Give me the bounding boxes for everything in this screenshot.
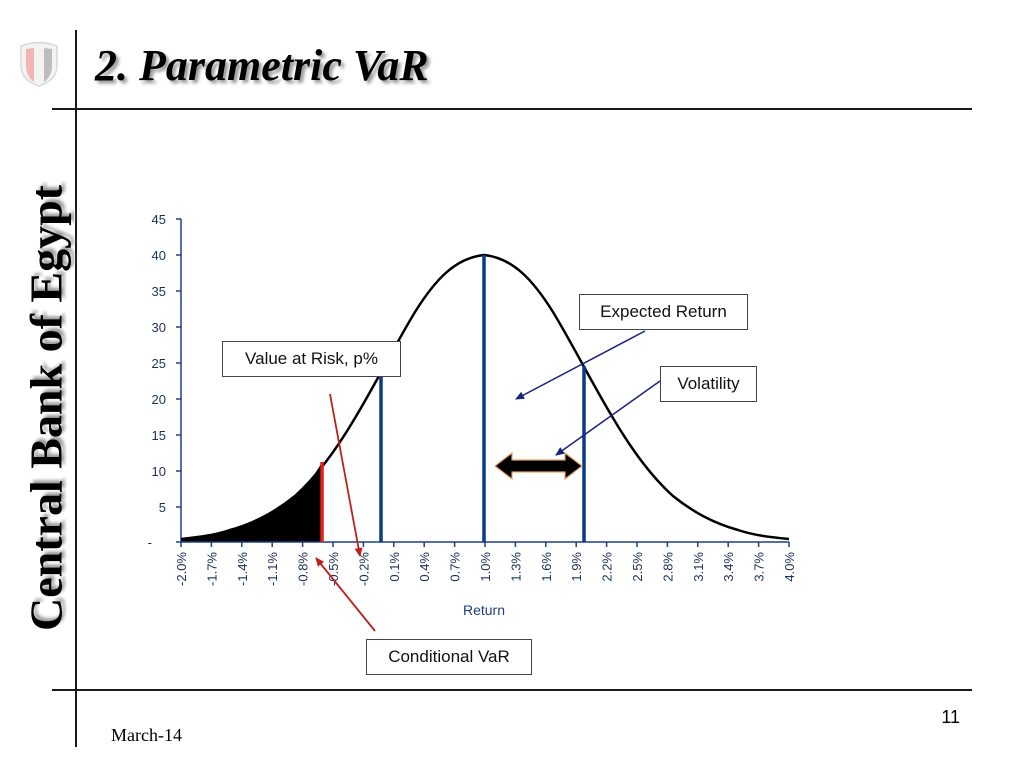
footer-divider: [52, 689, 972, 691]
x-tick-label: 3.7%: [752, 552, 767, 582]
x-tick-label: -2.0%: [174, 552, 189, 586]
y-tick-label: 25: [152, 356, 166, 371]
x-tick-label: -0.8%: [296, 552, 311, 586]
x-tick-label: -0.5%: [326, 552, 341, 586]
x-tick-label: 4.0%: [782, 552, 797, 582]
egypt-flag-shield-icon: [20, 41, 58, 87]
value-at-risk-callout: Value at Risk, p%: [222, 341, 401, 377]
conditional-var-callout: Conditional VaR: [366, 639, 532, 675]
expected-return-pointer-arrow: [515, 330, 646, 400]
x-tick-label: 1.3%: [508, 552, 523, 582]
x-tick-label: 0.4%: [417, 552, 432, 582]
x-tick-label: 1.9%: [569, 552, 584, 582]
x-tick-label: 1.0%: [478, 552, 493, 582]
y-tick-label: 35: [152, 284, 166, 299]
slide-date: March-14: [111, 725, 182, 745]
header-divider: [52, 108, 972, 110]
x-tick-label: 0.1%: [387, 552, 402, 582]
vertical-divider: [75, 30, 77, 747]
y-tick-label: 30: [152, 320, 166, 335]
x-tick-label: 2.5%: [630, 552, 645, 582]
y-tick-label: 10: [152, 464, 166, 479]
volatility-callout: Volatility: [660, 366, 757, 402]
y-tick-label: 40: [152, 248, 166, 263]
x-axis: -2.0% -1.7% -1.4% -1.1% -0.8% -0.5% -0.2…: [174, 541, 797, 618]
y-tick-label: 20: [152, 392, 166, 407]
x-tick-label: -1.4%: [235, 552, 250, 586]
x-tick-label: 0.7%: [448, 552, 463, 582]
x-tick-label: 3.4%: [721, 552, 736, 582]
x-tick-label: 1.6%: [539, 552, 554, 582]
cvar-shaded-tail: [181, 462, 322, 542]
y-tick-label: 45: [152, 212, 166, 227]
y-axis: 45 40 35 30 25 20 15 10 5 -: [148, 212, 182, 550]
y-tick-label: 5: [159, 500, 166, 515]
expected-return-callout: Expected Return: [579, 294, 748, 330]
page-number: 11: [941, 707, 960, 727]
cvar-pointer-arrow: [315, 557, 376, 632]
volatility-pointer-arrow: [555, 380, 661, 456]
slide-title: 2. Parametric VaR: [95, 41, 429, 90]
x-tick-label: -1.7%: [204, 552, 219, 586]
x-tick-label: -1.1%: [265, 552, 280, 586]
x-tick-label: -0.2%: [356, 552, 371, 586]
volatility-double-arrow-icon: [494, 451, 583, 481]
var-pointer-arrow: [329, 393, 363, 557]
y-tick-label: -: [148, 535, 152, 550]
x-tick-label: 2.8%: [660, 552, 675, 582]
y-tick-label: 15: [152, 428, 166, 443]
x-tick-label: 2.2%: [600, 552, 615, 582]
x-tick-label: 3.1%: [691, 552, 706, 582]
x-axis-title: Return: [463, 602, 505, 618]
